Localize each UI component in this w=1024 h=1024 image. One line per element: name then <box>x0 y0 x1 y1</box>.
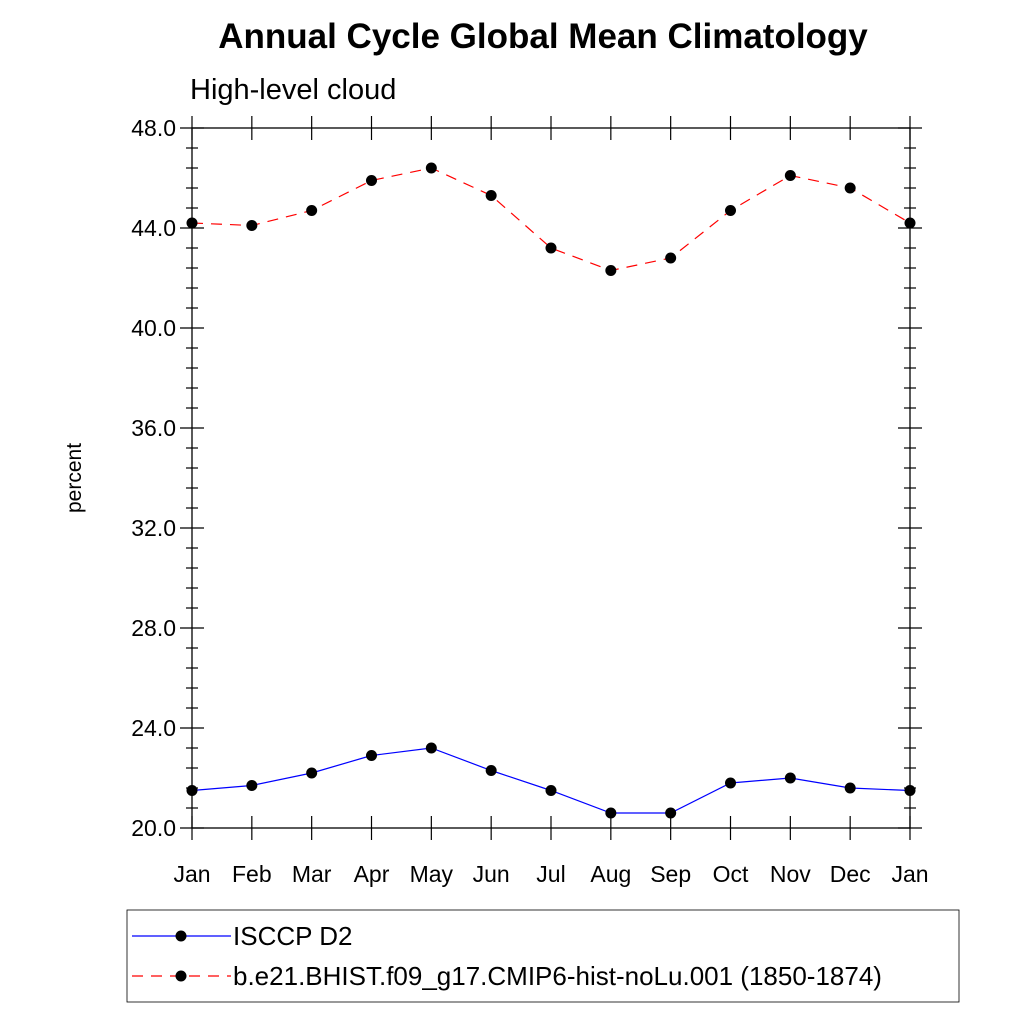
series-0-point <box>605 807 617 819</box>
series-0-point <box>725 777 736 789</box>
chart-title: Annual Cycle Global Mean Climatology <box>218 17 868 56</box>
plot-frame <box>191 127 911 829</box>
series-0-point <box>844 782 856 794</box>
series-1-point <box>246 220 258 231</box>
series-1-point <box>485 190 497 201</box>
series-0-point <box>485 765 497 776</box>
legend-label-model: b.e21.BHIST.f09_g17.CMIP6-hist-noLu.001 … <box>233 961 882 991</box>
series-1-point <box>725 205 736 216</box>
legend-marker-model <box>175 970 187 982</box>
series-0-point <box>366 750 377 761</box>
series-1-point <box>665 252 677 264</box>
y-tick-label: 24.0 <box>131 715 176 741</box>
y-tick-label: 28.0 <box>131 615 176 641</box>
series-1-point <box>844 182 856 194</box>
axis-ticks <box>180 116 922 840</box>
x-tick-label: Jul <box>536 861 565 887</box>
x-tick-label: Nov <box>770 861 811 887</box>
x-tick-label: Sep <box>650 861 691 887</box>
y-tick-label: 20.0 <box>131 815 176 841</box>
x-tick-label: May <box>410 861 454 887</box>
series-0-point <box>186 785 198 796</box>
series-0-point <box>904 785 916 796</box>
series-line-1 <box>191 167 911 272</box>
x-tick-label: Aug <box>590 861 631 887</box>
series-line-0 <box>191 747 911 814</box>
series-0-point <box>665 807 677 819</box>
y-tick-labels: 20.0 24.0 28.0 32.0 36.0 40.0 44.0 48.0 <box>131 115 176 841</box>
series-1-point <box>605 265 617 276</box>
x-tick-label: Jan <box>173 861 210 887</box>
series-0-point <box>246 780 258 791</box>
x-tick-label: Feb <box>232 861 272 887</box>
x-tick-label: Mar <box>292 861 332 887</box>
x-tick-label: Dec <box>830 861 871 887</box>
y-tick-label: 36.0 <box>131 415 176 441</box>
legend-box <box>126 909 960 1003</box>
x-tick-label: Jun <box>473 861 510 887</box>
series-1-point <box>306 205 318 216</box>
series-0-point <box>425 742 437 754</box>
series-1-point <box>366 175 377 186</box>
x-tick-label: Oct <box>713 861 749 887</box>
y-tick-label: 44.0 <box>131 215 176 241</box>
y-tick-label: 40.0 <box>131 315 176 341</box>
series-1-point <box>904 217 916 229</box>
y-tick-label: 32.0 <box>131 515 176 541</box>
series-layer <box>186 162 916 819</box>
series-0-point <box>306 767 318 779</box>
series-0-point <box>545 785 557 796</box>
y-tick-label: 48.0 <box>131 115 176 141</box>
series-1-point <box>186 217 198 229</box>
series-1-point <box>784 170 796 181</box>
legend-label-isccp: ISCCP D2 <box>233 921 352 951</box>
series-1-point <box>425 162 437 174</box>
legend-marker-isccp <box>175 930 187 942</box>
chart-subtitle: High-level cloud <box>190 74 396 106</box>
x-tick-label: Jan <box>891 861 928 887</box>
x-tick-labels: Jan Feb Mar Apr May Jun Jul Aug Sep Oct Nov Dec Jan <box>173 861 928 887</box>
x-tick-label: Apr <box>354 861 390 887</box>
legend: ISCCP D2 b.e21.BHIST.f09_g17.CMIP6-hist-… <box>126 909 960 1003</box>
y-axis-label: percent <box>63 443 86 513</box>
series-0-point <box>784 772 796 784</box>
series-1-point <box>545 242 557 254</box>
